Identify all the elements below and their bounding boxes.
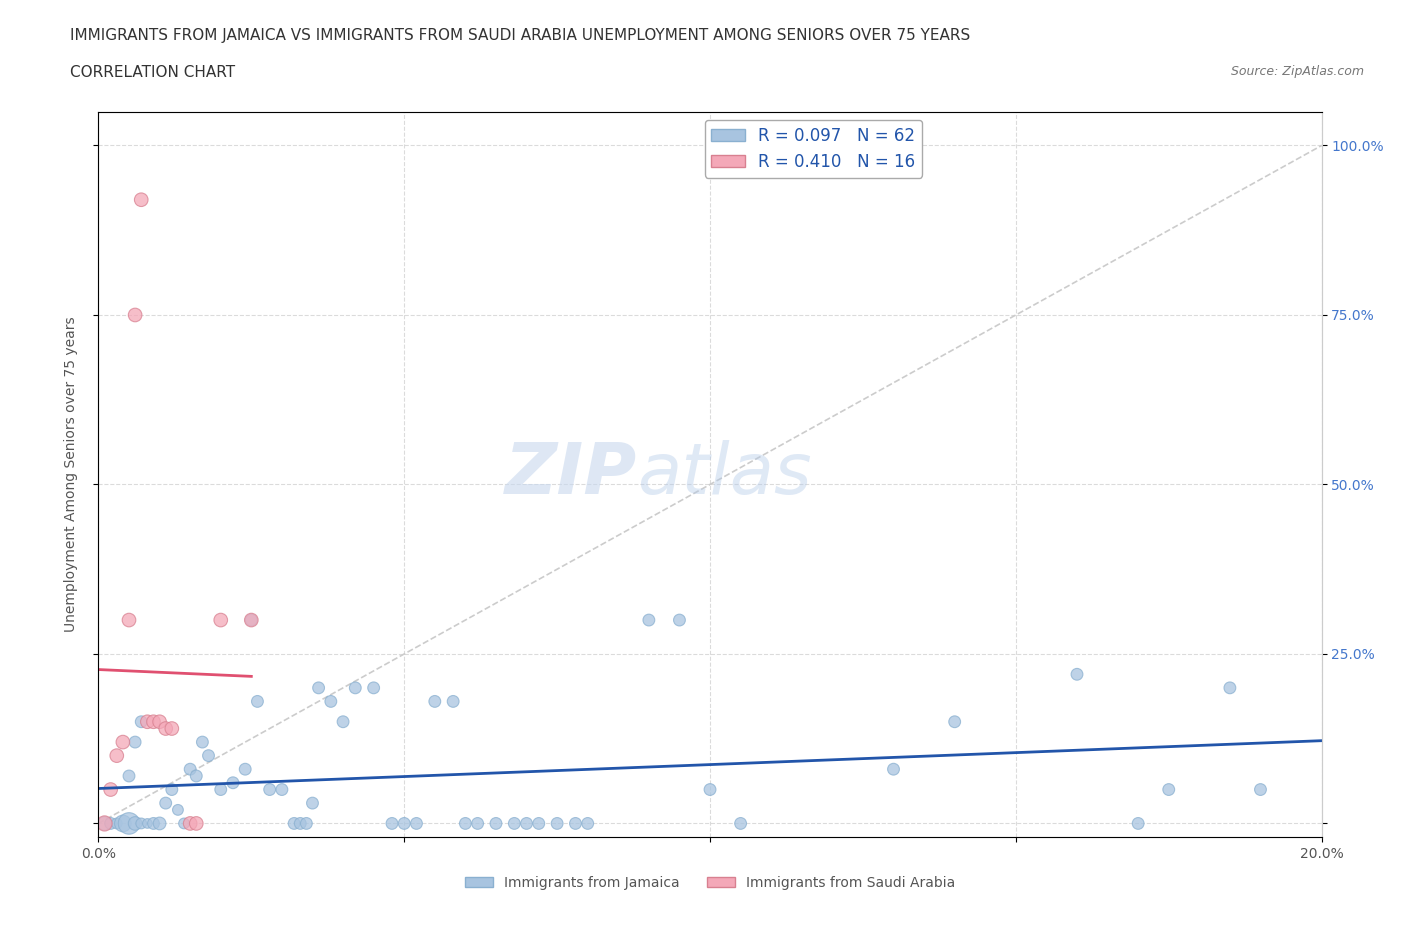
Text: ZIP: ZIP [505, 440, 637, 509]
Point [111, 816, 134, 830]
Point [222, 776, 245, 790]
Point [129, 193, 152, 207]
Point [730, 816, 752, 830]
Point [233, 762, 256, 777]
Point [332, 714, 354, 729]
Point [136, 714, 159, 729]
Point [124, 816, 146, 830]
Point [405, 816, 427, 830]
Point [179, 816, 201, 830]
Point [118, 816, 141, 830]
Point [100, 782, 122, 797]
Point [129, 816, 152, 830]
Point [155, 721, 177, 736]
Point [240, 613, 263, 628]
Text: atlas: atlas [637, 440, 811, 509]
Point [124, 735, 146, 750]
Point [129, 714, 152, 729]
Point [637, 613, 661, 628]
Point [290, 816, 312, 830]
Point [160, 782, 183, 797]
Point [699, 782, 721, 797]
Point [283, 816, 305, 830]
Point [363, 681, 385, 696]
Text: Source: ZipAtlas.com: Source: ZipAtlas.com [1230, 65, 1364, 78]
Point [1066, 667, 1088, 682]
Point [485, 816, 508, 830]
Point [270, 782, 292, 797]
Y-axis label: Unemployment Among Seniors over 75 years: Unemployment Among Seniors over 75 years [63, 316, 77, 632]
Point [527, 816, 550, 830]
Point [209, 613, 232, 628]
Point [1249, 782, 1271, 797]
Point [136, 816, 159, 830]
Point [454, 816, 477, 830]
Point [160, 721, 183, 736]
Point [295, 816, 318, 830]
Point [111, 735, 134, 750]
Point [186, 768, 208, 783]
Point [1128, 816, 1150, 830]
Point [155, 796, 177, 811]
Point [319, 694, 342, 709]
Point [142, 714, 165, 729]
Point [564, 816, 586, 830]
Point [516, 816, 538, 830]
Point [381, 816, 404, 830]
Point [100, 816, 122, 830]
Point [186, 816, 208, 830]
Point [124, 308, 146, 323]
Point [149, 714, 172, 729]
Text: CORRELATION CHART: CORRELATION CHART [70, 65, 235, 80]
Point [93, 816, 115, 830]
Point [503, 816, 526, 830]
Point [392, 816, 416, 830]
Point [118, 768, 141, 783]
Legend: Immigrants from Jamaica, Immigrants from Saudi Arabia: Immigrants from Jamaica, Immigrants from… [460, 870, 960, 896]
Point [191, 735, 214, 750]
Point [179, 762, 201, 777]
Point [246, 694, 269, 709]
Point [105, 749, 128, 764]
Point [1219, 681, 1241, 696]
Point [173, 816, 195, 830]
Point [668, 613, 690, 628]
Point [308, 681, 330, 696]
Point [105, 816, 128, 830]
Point [142, 816, 165, 830]
Point [93, 816, 115, 830]
Point [467, 816, 489, 830]
Point [344, 681, 367, 696]
Point [576, 816, 599, 830]
Point [149, 816, 172, 830]
Point [197, 749, 219, 764]
Point [546, 816, 568, 830]
Point [943, 714, 966, 729]
Point [1157, 782, 1180, 797]
Point [240, 613, 263, 628]
Point [441, 694, 464, 709]
Point [209, 782, 232, 797]
Point [118, 613, 141, 628]
Point [301, 796, 323, 811]
Point [167, 803, 190, 817]
Text: IMMIGRANTS FROM JAMAICA VS IMMIGRANTS FROM SAUDI ARABIA UNEMPLOYMENT AMONG SENIO: IMMIGRANTS FROM JAMAICA VS IMMIGRANTS FR… [70, 28, 970, 43]
Point [259, 782, 281, 797]
Point [883, 762, 905, 777]
Point [423, 694, 446, 709]
